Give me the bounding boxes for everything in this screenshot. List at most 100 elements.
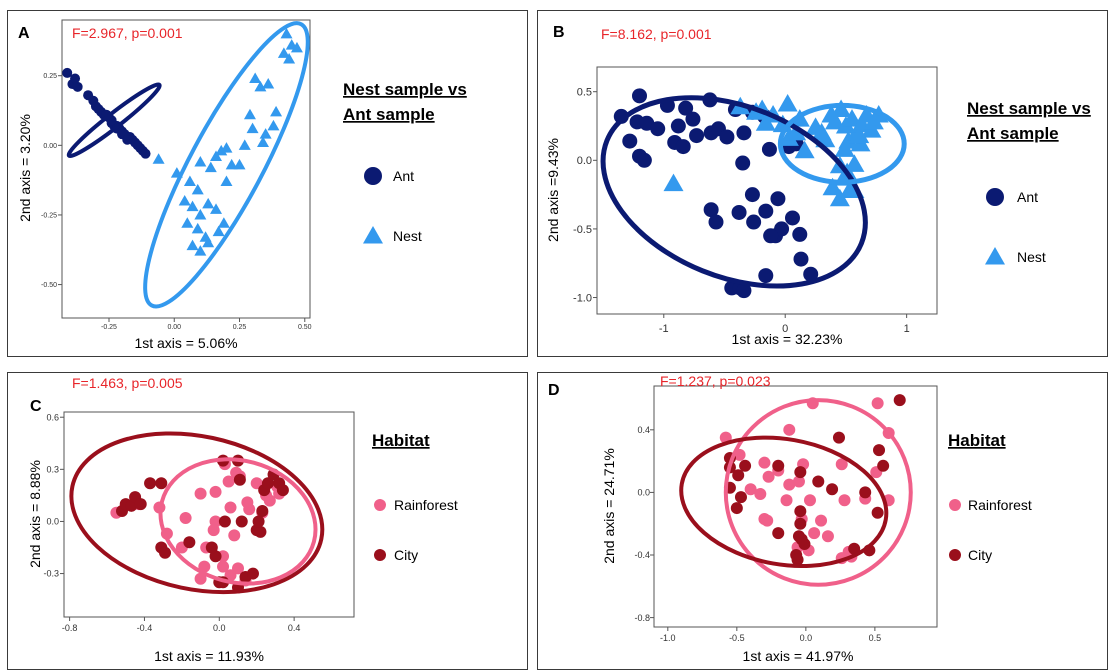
data-point	[183, 536, 196, 549]
data-point	[70, 73, 81, 84]
data-point	[761, 141, 777, 157]
data-point	[224, 501, 237, 514]
data-point	[636, 152, 652, 168]
legend-marker	[374, 549, 386, 561]
y-tick-label: 0.0	[46, 517, 59, 527]
plot-frame	[653, 385, 938, 628]
data-point	[155, 477, 168, 490]
data-point	[663, 173, 684, 192]
x-tick-label: -0.5	[729, 633, 745, 643]
data-point	[893, 394, 906, 407]
y-tick-label: 0.6	[46, 412, 59, 422]
data-point	[835, 458, 848, 471]
panel-b-chart: -1 0 1 0.5 0.0 -0.5 -1.0 1st axis = 32.23% 2nd a…	[545, 24, 1091, 347]
y-tick-label: -1.0	[573, 292, 592, 304]
data-point	[280, 27, 293, 39]
legend-marker	[949, 499, 961, 511]
y-tick-label: 0.00	[43, 143, 57, 150]
x-tick-label: 0.4	[288, 623, 301, 633]
confidence-ellipse	[69, 431, 325, 595]
data-point	[735, 155, 751, 171]
y-tick-label: 0.4	[637, 425, 650, 435]
data-point	[632, 88, 647, 104]
data-point	[848, 542, 861, 555]
series-nest	[663, 94, 889, 207]
data-point	[834, 139, 855, 157]
data-point	[191, 222, 204, 234]
legend-marker	[985, 247, 1005, 265]
y-axis-label: 2nd axis =9.43%	[545, 138, 561, 242]
data-point	[815, 514, 828, 527]
data-point	[744, 187, 760, 203]
data-point	[261, 477, 274, 490]
series-nest	[152, 27, 303, 256]
data-point	[739, 459, 752, 472]
legend-title: Habitat	[372, 431, 430, 450]
data-point	[794, 140, 815, 159]
data-point	[159, 546, 172, 559]
confidence-ellipse	[66, 82, 162, 159]
data-point	[215, 144, 228, 156]
x-tick-label: 0.25	[233, 324, 247, 331]
y-tick-label: -0.5	[573, 224, 592, 236]
stat-annotation: F=2.967, p=0.001	[72, 25, 183, 41]
data-point	[736, 125, 752, 141]
data-point	[785, 210, 800, 226]
x-tick-label: -0.25	[101, 324, 117, 331]
stat-annotation: F=8.162, p=0.001	[601, 26, 712, 42]
data-point	[736, 283, 752, 299]
data-point	[777, 94, 798, 112]
y-tick-label: -0.4	[634, 550, 650, 560]
data-point	[191, 183, 204, 195]
legend-label: City	[394, 547, 418, 563]
data-point	[873, 444, 886, 457]
data-point	[252, 515, 265, 528]
data-point	[72, 81, 83, 92]
legend-label: Nest	[393, 228, 422, 244]
data-point	[257, 136, 270, 148]
y-axis-label: 2nd axis = 3.20%	[17, 114, 33, 222]
data-point	[821, 530, 834, 543]
data-point	[826, 483, 839, 496]
data-point	[762, 470, 775, 483]
data-point	[703, 202, 719, 218]
data-point	[122, 134, 133, 145]
data-point	[689, 128, 705, 144]
legend-label: Ant	[1017, 189, 1038, 205]
data-point	[734, 491, 747, 504]
x-tick-label: 0.00	[167, 324, 181, 331]
data-point	[829, 188, 850, 207]
y-tick-label: -0.25	[41, 212, 57, 219]
confidence-ellipse	[679, 435, 889, 569]
legend-marker	[949, 549, 961, 561]
legend-marker	[986, 188, 1004, 206]
data-point	[246, 122, 259, 134]
data-point	[774, 221, 790, 237]
data-point	[838, 494, 851, 507]
x-tick-label: 0.0	[213, 623, 226, 633]
panel-letter: A	[18, 25, 30, 42]
data-point	[262, 78, 275, 89]
plot-frame	[61, 19, 311, 319]
data-point	[675, 139, 691, 155]
y-tick-label: -0.8	[634, 613, 650, 623]
data-point	[793, 251, 809, 267]
data-point	[758, 203, 774, 219]
panel-letter: B	[553, 24, 565, 41]
data-point	[194, 208, 207, 220]
data-point	[732, 469, 745, 482]
x-tick-label: -0.8	[62, 623, 78, 633]
data-point	[791, 553, 804, 566]
data-point	[256, 505, 269, 518]
data-point	[179, 511, 192, 524]
legend-label: Rainforest	[968, 497, 1032, 513]
legend-marker	[363, 226, 383, 244]
data-point	[871, 397, 884, 410]
data-point	[730, 502, 743, 515]
data-point	[243, 503, 256, 516]
data-point	[186, 239, 199, 251]
data-point	[708, 214, 724, 230]
data-point	[772, 459, 785, 472]
data-point	[770, 191, 786, 207]
data-point	[825, 111, 845, 130]
